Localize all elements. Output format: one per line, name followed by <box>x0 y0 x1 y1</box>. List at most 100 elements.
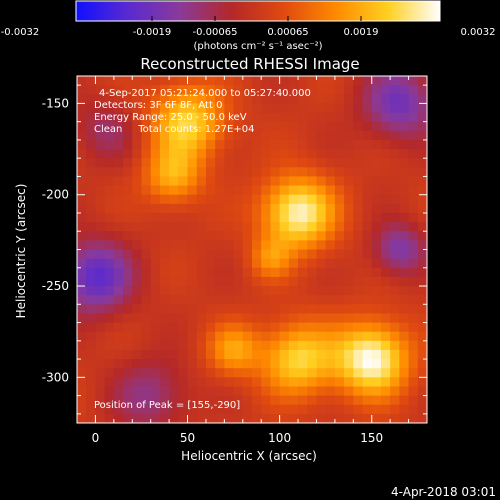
heatmap-cell <box>279 158 290 168</box>
heatmap-cell <box>362 130 373 141</box>
heatmap-cell <box>224 322 234 333</box>
heatmap-cell <box>86 359 96 369</box>
heatmap-cell <box>215 112 225 123</box>
heatmap-cell <box>316 395 327 406</box>
heatmap-cell <box>371 276 382 287</box>
heatmap-cell <box>344 276 354 287</box>
heatmap-cell <box>187 349 198 360</box>
heatmap-cell <box>270 377 281 387</box>
heatmap-cell <box>113 368 124 378</box>
heatmap-cell <box>371 322 382 333</box>
heatmap-cell <box>252 267 262 278</box>
heatmap-cell <box>215 286 225 296</box>
heatmap-cell <box>279 103 290 113</box>
heatmap-cell <box>399 158 409 168</box>
heatmap-cell <box>261 185 271 196</box>
heatmap-cell <box>279 94 290 104</box>
heatmap-cell <box>307 258 317 269</box>
heatmap-cell <box>233 185 244 196</box>
heatmap-cell <box>178 295 188 305</box>
heatmap-cell <box>261 212 271 223</box>
heatmap-cell <box>279 404 290 415</box>
heatmap-cell <box>77 130 87 141</box>
heatmap-cell <box>113 340 124 351</box>
heatmap-cell <box>362 112 373 123</box>
heatmap-cell <box>270 304 281 314</box>
heatmap-cell <box>390 295 400 305</box>
heatmap-cell <box>417 313 427 323</box>
heatmap-cell <box>141 304 152 314</box>
heatmap-cell <box>371 231 382 241</box>
heatmap-cell <box>307 149 317 159</box>
heatmap-cell <box>399 212 409 223</box>
heatmap-cell <box>95 203 106 214</box>
heatmap-cell <box>205 349 216 360</box>
heatmap-cell <box>141 295 152 305</box>
heatmap-cell <box>390 158 400 168</box>
heatmap-cell <box>141 313 152 323</box>
heatmap-cell <box>77 149 87 159</box>
heatmap-cell <box>169 249 179 260</box>
heatmap-cell <box>270 176 281 186</box>
heatmap-cell <box>123 103 133 113</box>
heatmap-cell <box>353 240 363 250</box>
heatmap-cell <box>104 149 115 159</box>
heatmap-cell <box>141 176 152 186</box>
heatmap-cell <box>132 404 142 415</box>
heatmap-cell <box>408 313 419 323</box>
heatmap-cell <box>307 130 317 141</box>
heatmap-cell <box>104 85 115 95</box>
heatmap-cell <box>399 295 409 305</box>
heatmap-cell <box>196 121 207 132</box>
heatmap-cell <box>399 85 409 95</box>
heatmap-cell <box>196 322 207 333</box>
heatmap-cell <box>141 203 152 214</box>
heatmap-cell <box>353 130 363 141</box>
heatmap-cell <box>215 158 225 168</box>
heatmap-cell <box>252 368 262 378</box>
heatmap-cell <box>77 139 87 150</box>
heatmap-cell <box>353 276 363 287</box>
heatmap-cell <box>104 185 115 196</box>
heatmap-cell <box>205 322 216 333</box>
heatmap-cell <box>270 130 281 141</box>
heatmap-cell <box>150 258 161 269</box>
heatmap-cell <box>279 276 290 287</box>
heatmap-cell <box>224 331 234 342</box>
heatmap-cell <box>252 331 262 342</box>
heatmap-cell <box>77 404 87 415</box>
heatmap-cell <box>233 304 244 314</box>
heatmap-cell <box>187 203 198 214</box>
heatmap-cell <box>270 386 281 396</box>
heatmap-cell <box>242 258 253 269</box>
heatmap-cell <box>399 404 409 415</box>
heatmap-cell <box>344 359 354 369</box>
heatmap-cell <box>261 331 271 342</box>
heatmap-cell <box>390 359 400 369</box>
heatmap-cell <box>187 359 198 369</box>
heatmap-cell <box>390 267 400 278</box>
heatmap-cell <box>344 322 354 333</box>
heatmap-cell <box>187 267 198 278</box>
heatmap-cell <box>113 267 124 278</box>
heatmap-cell <box>380 258 391 269</box>
heatmap-cell <box>390 194 400 205</box>
heatmap-cell <box>169 258 179 269</box>
heatmap-cell <box>362 85 373 95</box>
heatmap-cell <box>86 167 96 177</box>
heatmap-cell <box>150 304 161 314</box>
heatmap-cell <box>316 167 327 177</box>
heatmap-cell <box>141 340 152 351</box>
heatmap-cell <box>215 240 225 250</box>
heatmap-cell <box>353 139 363 150</box>
heatmap-cell <box>344 286 354 296</box>
heatmap-cell <box>242 103 253 113</box>
heatmap-cell <box>113 276 124 287</box>
heatmap-cell <box>187 368 198 378</box>
heatmap-cell <box>104 286 115 296</box>
heatmap-cell <box>390 395 400 406</box>
heatmap-cell <box>298 386 308 396</box>
heatmap-cell <box>77 158 87 168</box>
heatmap-cell <box>353 368 363 378</box>
heatmap-cell <box>150 249 161 260</box>
